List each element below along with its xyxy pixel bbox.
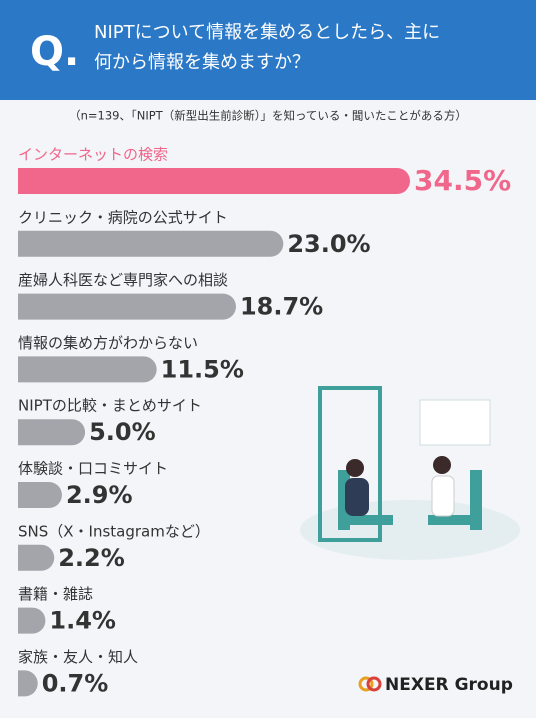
- header-band: [0, 0, 536, 100]
- chair: [338, 515, 393, 525]
- title-line: 何から情報を集めますか？: [94, 52, 310, 73]
- value-label: 5.0%: [89, 418, 156, 446]
- logo-mark: [366, 676, 382, 692]
- category-label: NIPTの比較・まとめサイト: [18, 397, 202, 415]
- category-label: 家族・友人・知人: [18, 648, 138, 666]
- q-mark: Q.: [30, 29, 79, 75]
- person: [346, 459, 364, 477]
- person: [431, 475, 455, 517]
- logo-text: NEXER Group: [385, 675, 513, 695]
- value-label: 11.5%: [161, 355, 244, 383]
- bar: [18, 168, 410, 194]
- bar: [18, 670, 38, 697]
- category-label: クリニック・病院の公式サイト: [18, 208, 228, 226]
- title-line: NIPTについて情報を集めるとしたら、主に: [94, 22, 440, 43]
- board: [419, 399, 491, 446]
- bar: [18, 482, 62, 508]
- category-label: 体験談・口コミサイト: [18, 460, 168, 478]
- floor: [300, 500, 520, 560]
- bar: [18, 356, 157, 383]
- value-label: 1.4%: [49, 607, 116, 635]
- category-label: SNS（X・Instagramなど）: [18, 522, 210, 540]
- category-label: 書籍・雑誌: [18, 585, 93, 603]
- door: [318, 386, 382, 542]
- subtitle: （n=139、「NIPT（新型出生前診断）」を知っている・聞いたことがある方）: [69, 109, 467, 123]
- value-label: 2.2%: [58, 544, 125, 572]
- category-label: 産婦人科医など専門家への相談: [18, 271, 228, 289]
- illustration: [300, 386, 520, 560]
- bar: [18, 230, 284, 257]
- person: [345, 478, 369, 516]
- value-label: 34.5%: [414, 164, 511, 197]
- bar: [18, 293, 236, 320]
- chair: [428, 515, 478, 525]
- value-label: 2.9%: [66, 481, 133, 509]
- value-label: 23.0%: [287, 230, 370, 258]
- value-label: 18.7%: [240, 293, 323, 321]
- bar: [18, 607, 46, 634]
- category-label: インターネットの検索: [18, 146, 168, 164]
- person: [433, 456, 451, 474]
- category-label: 情報の集め方がわからない: [18, 334, 198, 352]
- logo-mark: [358, 676, 374, 692]
- bar: [18, 544, 55, 571]
- value-label: 0.7%: [42, 669, 109, 697]
- logo: NEXER Group: [358, 675, 513, 695]
- bar: [18, 419, 86, 446]
